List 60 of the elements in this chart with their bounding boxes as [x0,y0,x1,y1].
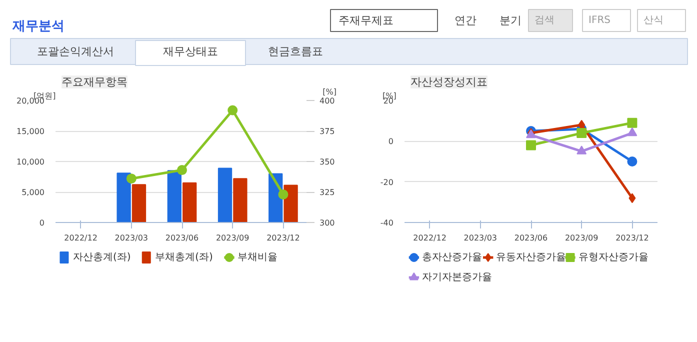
chart-title: 자산성장성지표 [410,76,488,88]
y2-tick-label: 300 [320,218,335,228]
bar [233,178,248,222]
x-tick-label: 2022/12 [64,234,98,242]
bar [167,170,182,222]
bar [116,172,131,222]
text: 포괄손익계산서 [37,45,114,58]
legend-label: 부채총계(좌) [155,252,213,263]
point [627,127,638,136]
y2-tick-label: 350 [320,158,335,166]
y2-tick-label: 400 [320,96,335,106]
chart-title: 주요재무항목 [62,76,128,88]
point [228,105,238,116]
text: 연간 [454,14,476,27]
y2-tick-label: 325 [320,188,335,197]
point [627,118,638,128]
legend-label: 자기자본증가율 [422,272,492,283]
bar [182,182,197,222]
text: IFRS [588,15,610,26]
y2-axis-title: [%] [322,88,336,96]
text: 현금흐름표 [268,45,323,58]
bar [132,184,146,222]
bar [284,184,298,222]
legend-label: 총자산증가율 [422,252,482,263]
legend-label: 유형자산증가율 [578,252,648,263]
y-tick-label: -40 [380,218,394,228]
legend-label: 유동자산증가율 [496,252,566,263]
point [278,189,288,200]
y-tick-label: 0 [388,137,394,146]
text: 분기 [500,14,522,27]
y2-tick-label: 375 [320,127,335,136]
point [576,128,587,138]
x-tick-label: 2023/12 [616,234,649,242]
text: 산식 [644,15,664,26]
point [628,193,636,204]
point [576,146,587,154]
x-tick-label: 2023/09 [216,234,250,242]
bar [218,168,232,222]
y-tick-label: 5,000 [22,188,45,197]
x-tick-label: 2022/12 [413,234,446,242]
x-tick-label: 2023/06 [514,234,548,242]
legend-label: 부채비율 [237,252,278,263]
x-tick-label: 2023/12 [266,234,300,242]
y-tick-label: -20 [380,178,394,187]
point [177,165,187,176]
x-tick-label: 2023/03 [114,234,148,242]
text: 주재무제표 [338,14,394,27]
y-tick-label: 15,000 [16,127,45,136]
text: 재무상태표 [163,45,218,58]
x-tick-label: 2023/06 [165,234,199,242]
legend-label: 자산총계(좌) [72,252,131,263]
point [526,140,536,150]
x-tick-label: 2023/03 [464,234,498,242]
point [126,174,136,184]
point [627,156,638,166]
text: 재무분석 [12,19,64,34]
y-tick-label: 10,000 [16,158,45,166]
y-tick-label: 0 [39,218,45,228]
text: 검색 [534,15,554,26]
x-tick-label: 2023/09 [564,234,598,242]
